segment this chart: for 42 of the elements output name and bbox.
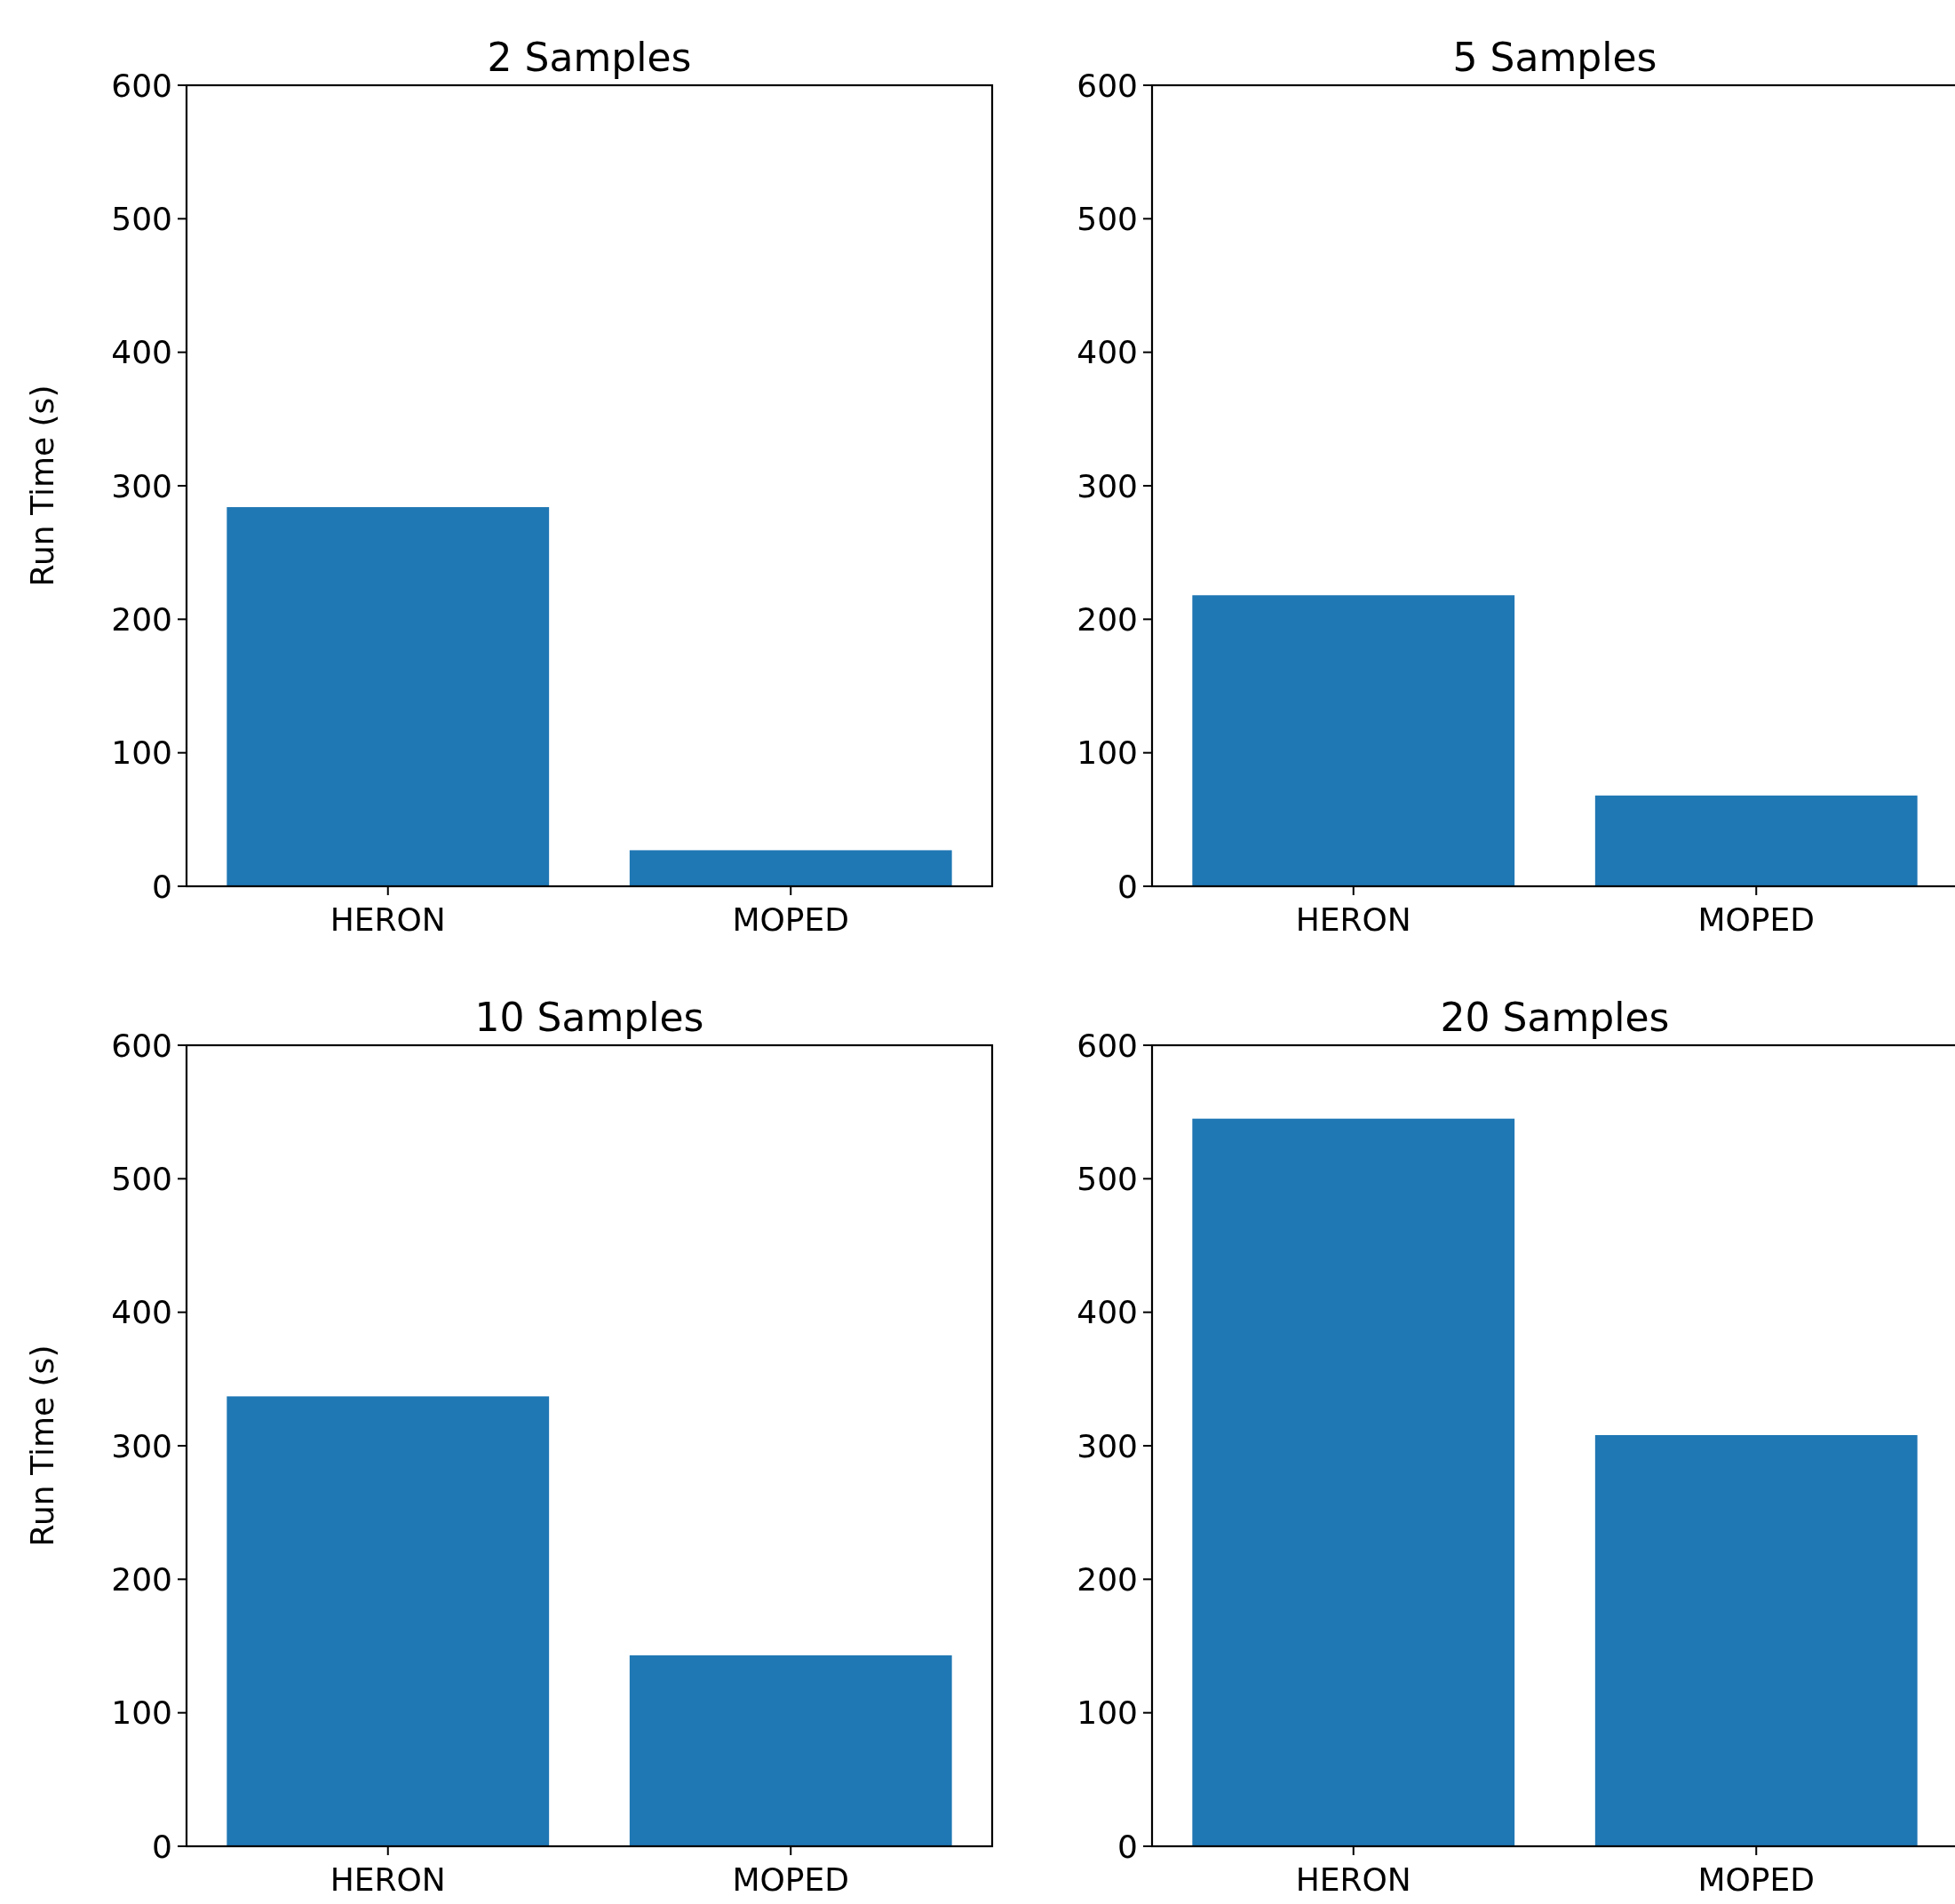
- chart-title: 2 Samples: [487, 35, 692, 80]
- y-tick-label: 500: [111, 1160, 172, 1197]
- x-tick-label: MOPED: [1697, 901, 1816, 938]
- x-tick-label: HERON: [1295, 901, 1411, 938]
- x-tick-label: HERON: [1295, 1861, 1411, 1898]
- y-tick-label: 0: [1117, 1828, 1138, 1865]
- chart-title: 20 Samples: [1440, 995, 1670, 1040]
- y-tick-label: 0: [152, 1828, 172, 1865]
- y-tick-label: 600: [111, 67, 172, 104]
- y-tick-label: 500: [1077, 200, 1138, 237]
- y-tick-label: 400: [111, 334, 172, 371]
- x-tick-label: MOPED: [732, 901, 850, 938]
- y-tick-label: 300: [1077, 1427, 1138, 1464]
- y-tick-label: 400: [1077, 1294, 1138, 1331]
- x-tick-label: HERON: [330, 901, 446, 938]
- y-tick-label: 100: [1077, 1694, 1138, 1732]
- y-tick-label: 400: [111, 1294, 172, 1331]
- x-tick-label: MOPED: [1697, 1861, 1816, 1898]
- y-axis-title: Run Time (s): [24, 385, 60, 587]
- y-tick-label: 600: [1077, 1027, 1138, 1064]
- y-tick-label: 500: [111, 200, 172, 237]
- x-tick-label: MOPED: [732, 1861, 850, 1898]
- y-tick-label: 200: [111, 600, 172, 638]
- y-tick-label: 100: [1077, 734, 1138, 772]
- y-tick-label: 100: [111, 734, 172, 772]
- y-tick-label: 0: [1117, 868, 1138, 905]
- chart-title: 10 Samples: [474, 995, 704, 1040]
- y-tick-label: 200: [111, 1560, 172, 1598]
- y-tick-label: 600: [111, 1027, 172, 1064]
- y-tick-label: 200: [1077, 1560, 1138, 1598]
- chart-title: 5 Samples: [1452, 35, 1657, 80]
- y-tick-label: 400: [1077, 334, 1138, 371]
- y-tick-label: 0: [152, 868, 172, 905]
- y-tick-label: 300: [111, 467, 172, 504]
- y-tick-label: 200: [1077, 600, 1138, 638]
- y-tick-label: 300: [1077, 467, 1138, 504]
- y-tick-label: 100: [111, 1694, 172, 1732]
- y-tick-label: 500: [1077, 1160, 1138, 1197]
- x-tick-label: HERON: [330, 1861, 446, 1898]
- y-tick-label: 600: [1077, 67, 1138, 104]
- y-axis-title: Run Time (s): [24, 1345, 60, 1547]
- y-tick-label: 300: [111, 1427, 172, 1464]
